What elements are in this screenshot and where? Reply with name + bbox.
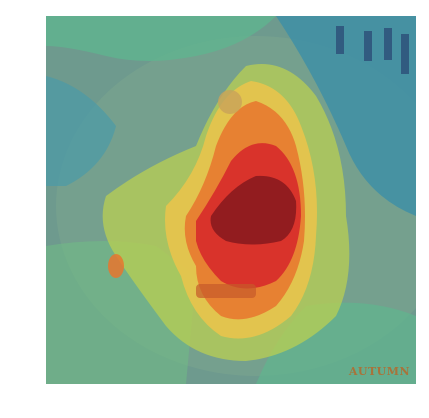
heat-low-region-left xyxy=(46,76,116,186)
spectators xyxy=(336,26,409,74)
heat-low-region-topright xyxy=(276,16,416,216)
skater-head xyxy=(218,90,242,114)
skateboard xyxy=(196,284,256,298)
heatmap-svg xyxy=(46,16,416,384)
heatmap-overlay-photo: AUTUMN xyxy=(46,16,416,384)
heat-small-hotspot xyxy=(108,254,124,278)
heat-core-region xyxy=(210,175,297,245)
watermark-text: AUTUMN xyxy=(348,365,410,378)
heat-midlow-region-top xyxy=(46,16,276,61)
